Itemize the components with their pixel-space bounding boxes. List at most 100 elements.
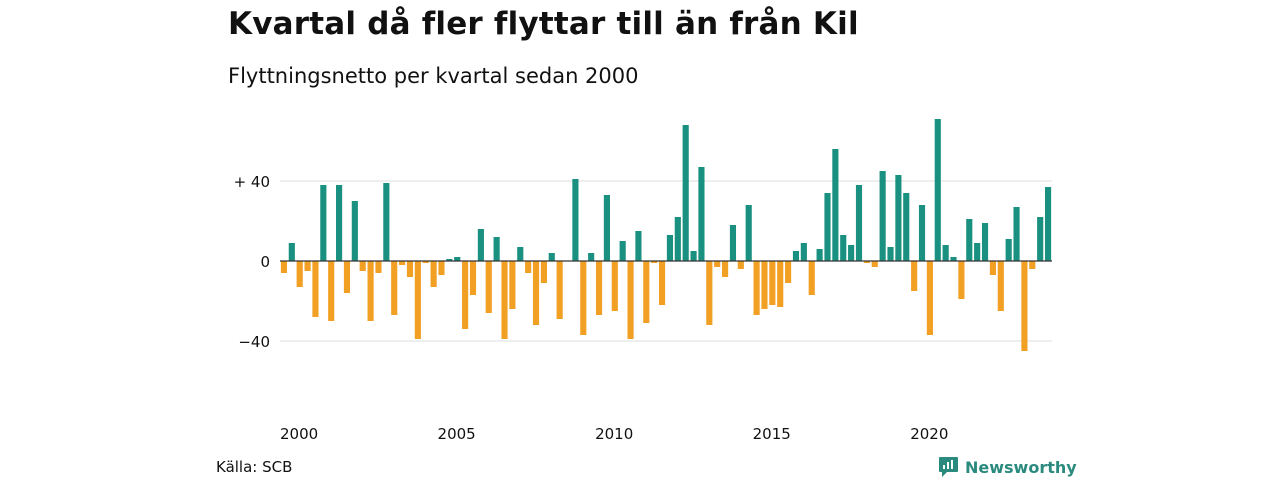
x-tick-labels: 2000 2005 2010 2015 2020	[280, 425, 948, 443]
bar	[485, 261, 492, 313]
bar	[548, 253, 555, 261]
bar	[391, 261, 398, 315]
bar	[454, 257, 461, 261]
bar	[832, 149, 839, 261]
bar	[950, 257, 957, 261]
bar	[934, 119, 941, 261]
bar	[359, 261, 366, 271]
bar	[714, 261, 721, 267]
bar	[1005, 239, 1012, 261]
bar	[682, 125, 689, 261]
bar	[942, 245, 949, 261]
bar	[997, 261, 1004, 311]
bar	[1021, 261, 1028, 351]
bar	[619, 241, 626, 261]
bar	[367, 261, 374, 321]
bar	[422, 261, 429, 263]
bars	[280, 119, 1052, 351]
bar	[296, 261, 303, 287]
bar	[351, 201, 358, 261]
bar	[603, 195, 610, 261]
bar	[469, 261, 477, 295]
bar	[871, 261, 878, 267]
bar	[446, 259, 453, 261]
bar	[958, 261, 965, 299]
bar	[855, 185, 863, 261]
bar	[848, 245, 855, 261]
bar	[918, 205, 926, 261]
bar	[399, 261, 406, 265]
bar	[981, 223, 989, 261]
bar	[777, 261, 784, 307]
bar	[430, 261, 437, 287]
bar	[816, 249, 823, 261]
bar	[406, 261, 414, 277]
bar	[1044, 187, 1052, 261]
bar	[525, 261, 532, 273]
bar	[477, 229, 484, 261]
y-tick-label: + 40	[234, 173, 270, 191]
bar	[737, 261, 744, 269]
bar	[1037, 217, 1044, 261]
bar	[501, 261, 508, 339]
x-tick-label: 2005	[438, 425, 476, 443]
x-tick-label: 2015	[753, 425, 791, 443]
bar	[532, 261, 540, 325]
bar	[627, 261, 634, 339]
bar	[595, 261, 603, 315]
bar	[926, 261, 933, 335]
bar	[288, 243, 295, 261]
bar	[911, 261, 918, 291]
bar	[974, 243, 981, 261]
brand-logo: Newsworthy	[938, 456, 1077, 478]
bar	[383, 183, 390, 261]
bar	[792, 251, 800, 261]
bar	[808, 261, 815, 295]
bar	[1029, 261, 1036, 269]
bar	[989, 261, 996, 275]
bar	[706, 261, 713, 325]
bar	[887, 247, 894, 261]
bar	[320, 185, 327, 261]
bar	[729, 225, 737, 261]
bar	[666, 235, 674, 261]
chart-subtitle: Flyttningsnetto per kvartal sedan 2000	[228, 64, 639, 88]
bar	[588, 253, 595, 261]
bar	[785, 261, 792, 283]
bar	[651, 261, 658, 263]
bar	[635, 231, 642, 261]
bar	[800, 243, 807, 261]
x-tick-label: 2000	[280, 425, 318, 443]
bar	[863, 261, 870, 263]
bar	[462, 261, 469, 329]
bar	[304, 261, 311, 271]
bar	[824, 193, 831, 261]
bar	[280, 261, 288, 273]
newsworthy-logo-icon	[939, 457, 958, 477]
x-tick-label: 2010	[595, 425, 633, 443]
bar	[879, 171, 886, 261]
chart-title: Kvartal då fler flyttar till än från Kil	[228, 6, 859, 42]
bar	[572, 179, 579, 261]
bar	[414, 261, 421, 339]
bar	[769, 261, 776, 305]
bar	[895, 175, 902, 261]
y-tick-label: −40	[238, 333, 270, 351]
bar	[903, 193, 910, 261]
y-tick-label: 0	[260, 253, 270, 271]
bar	[966, 219, 973, 261]
bar	[753, 261, 760, 315]
y-tick-labels: + 40 0 −40	[234, 173, 270, 351]
bar	[611, 261, 618, 311]
bar	[761, 261, 768, 309]
bar	[1013, 207, 1020, 261]
bar	[517, 247, 524, 261]
bar	[375, 261, 382, 273]
bar	[540, 261, 547, 283]
bar	[658, 261, 666, 305]
bar	[690, 251, 697, 261]
bar	[840, 235, 847, 261]
bar	[328, 261, 335, 321]
bar	[580, 261, 587, 335]
